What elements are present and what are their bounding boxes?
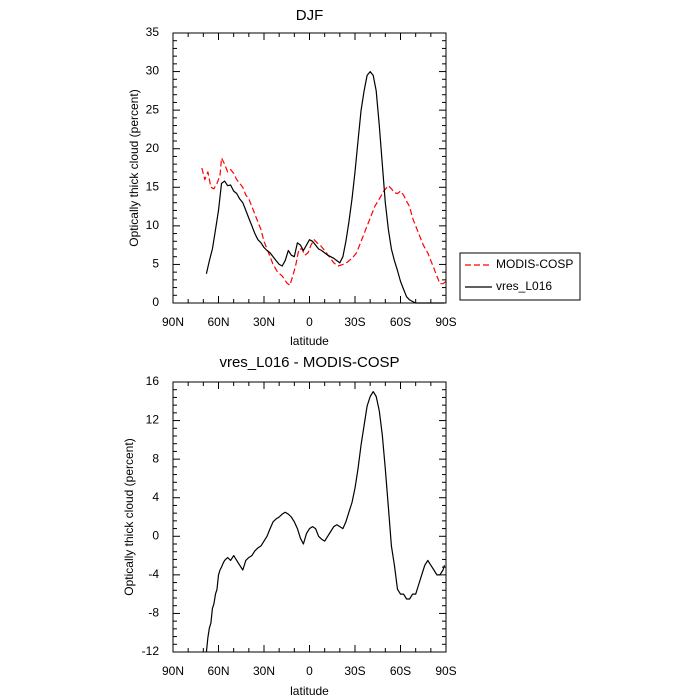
plot-frame <box>172 381 447 653</box>
x-tick-label: 30S <box>344 315 365 329</box>
panel-bottom: vres_L016 - MODIS-COSP -12 -8 -4 0 4 8 12 16 90N 6… <box>122 354 457 698</box>
y-tick-label: 25 <box>146 102 160 116</box>
series-line-vres-l016-modis-cosp <box>205 391 446 653</box>
chart-title: vres_L016 - MODIS-COSP <box>219 354 399 371</box>
y-tick-label: 5 <box>152 257 159 271</box>
y-axis-label: Optically thick cloud (percent) <box>127 89 141 246</box>
legend-box <box>459 252 581 301</box>
legend-label: vres_L016 <box>496 279 552 293</box>
x-tick-label: 60S <box>390 664 411 678</box>
chart-title: DJF <box>296 7 324 24</box>
y-tick-label: 8 <box>152 451 159 465</box>
y-tick-label: -4 <box>148 567 159 581</box>
plot-frame <box>172 32 447 304</box>
panel-top: DJF 0 5 10 15 20 25 30 35 90N 60N 30N 0 30S 60S 90S lati… <box>127 7 457 348</box>
y-tick-label: -12 <box>142 644 160 658</box>
x-tick-label: 60N <box>207 315 229 329</box>
x-tick-label: 90S <box>435 315 456 329</box>
x-axis-label: latitude <box>290 684 329 698</box>
series-line-modis-cosp <box>201 157 447 286</box>
x-tick-label: 60N <box>207 664 229 678</box>
legend-label: MODIS-COSP <box>496 257 573 271</box>
y-tick-label: 15 <box>146 179 160 193</box>
x-tick-label: 90N <box>162 315 184 329</box>
y-tick-label: 16 <box>146 374 160 388</box>
y-tick-label: 4 <box>152 490 159 504</box>
y-tick-label: 30 <box>146 64 160 78</box>
x-tick-label: 60S <box>390 315 411 329</box>
x-tick-label: 30N <box>253 664 275 678</box>
y-tick-label: 20 <box>146 141 160 155</box>
x-tick-label: 30S <box>344 664 365 678</box>
y-axis-label: Optically thick cloud (percent) <box>122 438 136 595</box>
y-tick-label: 35 <box>146 25 160 39</box>
x-tick-label: 0 <box>306 315 313 329</box>
legend: MODIS-COSP vres_L016 <box>459 252 581 301</box>
y-tick-label: 0 <box>152 528 159 542</box>
x-tick-label: 90N <box>162 664 184 678</box>
y-tick-label: 0 <box>152 295 159 309</box>
x-tick-label: 90S <box>435 664 456 678</box>
x-tick-label: 30N <box>253 315 275 329</box>
series-line-vres-l016 <box>205 70 445 304</box>
x-axis-label: latitude <box>290 334 329 348</box>
y-tick-label: 10 <box>146 218 160 232</box>
y-tick-label: 12 <box>146 413 160 427</box>
y-tick-label: -8 <box>148 606 159 620</box>
x-tick-label: 0 <box>306 664 313 678</box>
